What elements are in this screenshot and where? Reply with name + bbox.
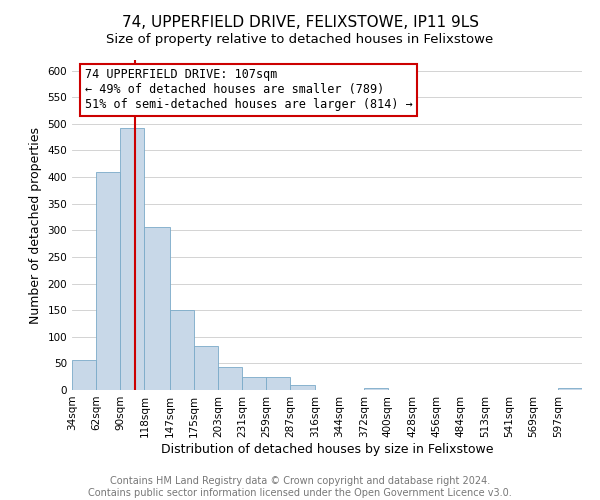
Bar bbox=[218, 366, 242, 390]
Bar bbox=[558, 388, 582, 390]
Text: 74 UPPERFIELD DRIVE: 107sqm
← 49% of detached houses are smaller (789)
51% of se: 74 UPPERFIELD DRIVE: 107sqm ← 49% of det… bbox=[85, 68, 413, 112]
Bar bbox=[290, 384, 316, 390]
Bar bbox=[96, 172, 121, 390]
Bar bbox=[145, 226, 170, 390]
Y-axis label: Number of detached properties: Number of detached properties bbox=[29, 126, 42, 324]
Text: Size of property relative to detached houses in Felixstowe: Size of property relative to detached ho… bbox=[106, 32, 494, 46]
X-axis label: Distribution of detached houses by size in Felixstowe: Distribution of detached houses by size … bbox=[161, 442, 493, 456]
Bar bbox=[72, 360, 96, 390]
Bar bbox=[242, 376, 266, 390]
Bar bbox=[121, 128, 145, 390]
Text: 74, UPPERFIELD DRIVE, FELIXSTOWE, IP11 9LS: 74, UPPERFIELD DRIVE, FELIXSTOWE, IP11 9… bbox=[121, 15, 479, 30]
Bar bbox=[194, 346, 218, 390]
Bar bbox=[364, 388, 388, 390]
Bar bbox=[266, 376, 290, 390]
Text: Contains HM Land Registry data © Crown copyright and database right 2024.
Contai: Contains HM Land Registry data © Crown c… bbox=[88, 476, 512, 498]
Bar bbox=[170, 310, 194, 390]
